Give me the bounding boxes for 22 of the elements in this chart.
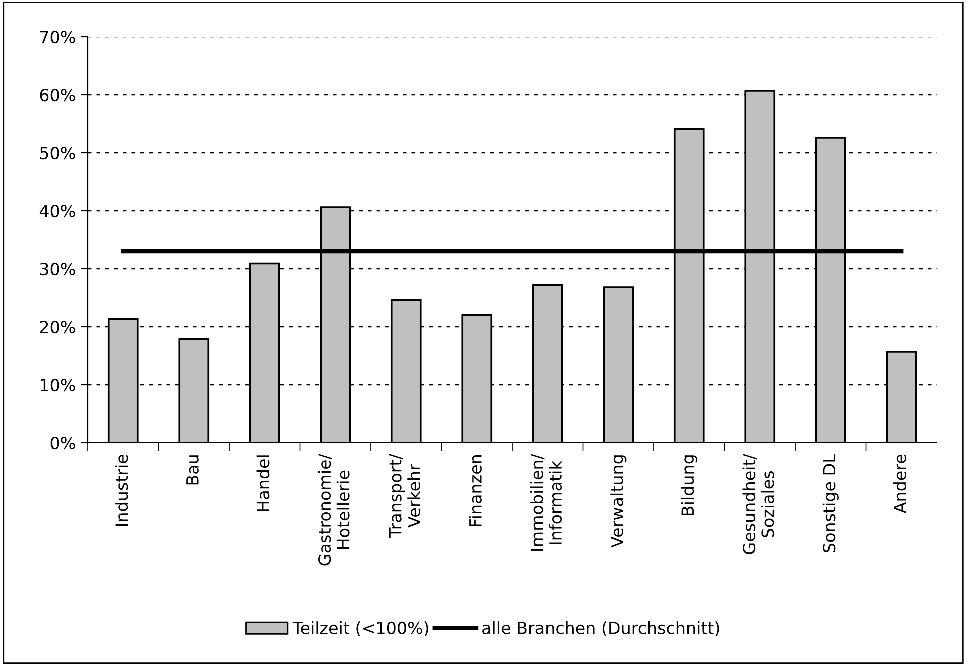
x-tick-label: Finanzen [469, 456, 482, 526]
legend-label: alle Branchen (Durchschnitt) [482, 622, 720, 636]
x-tick-label: Industrie [115, 455, 128, 526]
x-tick-label: Transport/ Verkehr [389, 454, 421, 538]
x-tick-label: Sonstige DL [822, 454, 839, 552]
y-tick-label: 40% [40, 204, 76, 218]
y-tick-label: 50% [40, 146, 76, 160]
x-tick-label: Immobilien/ Informatik [530, 454, 562, 551]
x-tick-label: Verwaltung [610, 456, 627, 548]
x-tick-label: Bildung [681, 456, 698, 516]
x-tick-label: Bau [186, 456, 199, 485]
y-tick-label: 70% [40, 30, 76, 44]
x-tick-label: Gesundheit/ Soziales [742, 454, 774, 554]
y-tick-label: 0% [50, 436, 76, 450]
y-tick-label: 20% [40, 320, 76, 334]
x-tick-label: Andere [894, 455, 906, 514]
y-tick-label: 30% [40, 262, 76, 276]
y-tick-label: 10% [40, 378, 76, 392]
legend-label: Teilzeit (<100%) [292, 622, 428, 636]
x-tick-label: Gastronomie/ Hotellerie [318, 454, 350, 566]
y-tick-label: 60% [40, 88, 76, 102]
x-tick-label: Handel [256, 456, 270, 512]
